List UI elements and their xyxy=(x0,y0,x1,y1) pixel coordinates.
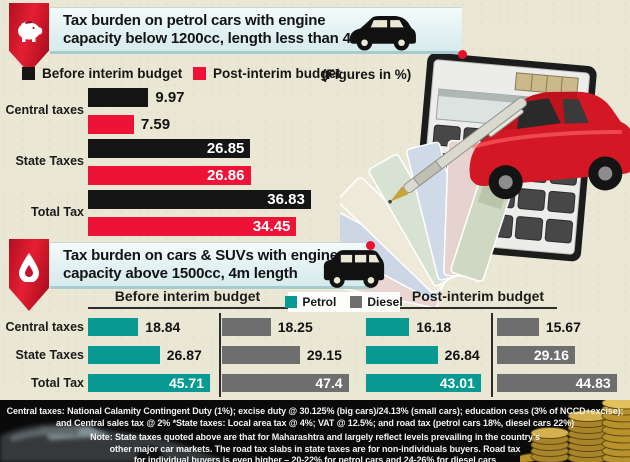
before-interim-heading: Before interim budget xyxy=(114,288,261,304)
bar-value-label: 29.16 xyxy=(533,347,569,363)
hatchback-car-icon xyxy=(349,16,416,51)
gold-coins-icon xyxy=(520,400,630,462)
legend-label-diesel: Diesel xyxy=(367,295,403,309)
bar-value-label: 47.4 xyxy=(315,375,343,391)
category-label: Total Tax xyxy=(30,205,84,219)
figures-in-percent-note: (Figures in %) xyxy=(322,67,412,82)
legend-swatch-diesel xyxy=(350,296,363,308)
bar-segment: 44.83 xyxy=(497,374,617,392)
bar-segment xyxy=(366,318,410,336)
bar-segment: 29.16 xyxy=(497,346,575,364)
footer-line-4: other major car markets. The road tax sl… xyxy=(109,443,521,454)
bar-value-label: 44.83 xyxy=(575,375,611,391)
pen-icon xyxy=(388,97,527,204)
section1-legend: Before interim budget Post-interim budge… xyxy=(0,66,462,84)
bar-value-label: 43.01 xyxy=(439,375,475,391)
section1-end-dot xyxy=(458,50,467,59)
bar-value-label: 26.85 xyxy=(206,140,245,157)
section2-ribbon xyxy=(9,239,49,311)
legend-label-petrol: Petrol xyxy=(302,295,337,309)
bar-value-label: 36.83 xyxy=(267,191,305,208)
bar-segment: 43.01 xyxy=(366,374,481,392)
section2-legend: Petrol Diesel xyxy=(285,292,403,312)
bar-value-label: 26.86 xyxy=(206,167,245,184)
section2-title-line2: capacity above 1500cc, 4m length xyxy=(63,265,298,282)
section2-header: Tax burden on cars & SUVs with engine ca… xyxy=(50,242,372,289)
bar-segment: 36.83 xyxy=(88,190,311,209)
bar-segment: 26.86 xyxy=(88,166,251,185)
category-label: Central taxes xyxy=(5,103,84,117)
legend-label-post: Post-interim budget xyxy=(213,66,341,81)
suv-car-icon xyxy=(323,250,385,288)
category-label: Total Tax xyxy=(30,376,84,390)
bar-segment xyxy=(88,318,139,336)
post-heading-rule xyxy=(400,307,557,309)
legend-post-interim: Post-interim budget xyxy=(193,66,341,81)
post-interim-heading: Post-interim budget xyxy=(411,288,545,304)
bar-value-label: 34.45 xyxy=(252,218,291,235)
footer-line-5: for individual buyers is even higher – 2… xyxy=(133,455,497,462)
section1-title-line2: capacity below 1200cc, length less than … xyxy=(63,30,364,47)
footer-line-1: Central taxes: National Calamity Conting… xyxy=(6,406,624,416)
bar-value-label: 18.25 xyxy=(277,319,313,335)
footer-line-2: and Central sales tax @ 2% *State taxes:… xyxy=(55,417,574,428)
piggy-bank-icon xyxy=(17,21,42,42)
footer-line-3: Note: State taxes quoted above are that … xyxy=(90,432,540,442)
bar-value-label: 45.71 xyxy=(168,375,204,391)
bar-value-label: 18.84 xyxy=(145,319,181,335)
section1-ribbon xyxy=(9,3,49,73)
before-heading-rule xyxy=(88,307,288,309)
legend-swatch-petrol xyxy=(285,296,298,308)
legend-petrol: Petrol xyxy=(285,295,336,309)
bar-value-label: 26.87 xyxy=(166,347,202,363)
bar-value-label: 7.59 xyxy=(140,116,171,133)
bar-segment: 34.45 xyxy=(88,217,297,236)
bar-segment: 26.85 xyxy=(88,139,251,158)
bar-value-label: 9.97 xyxy=(155,89,185,106)
category-label: Central taxes xyxy=(5,320,84,334)
bar-segment xyxy=(222,346,300,364)
legend-diesel: Diesel xyxy=(350,295,403,309)
section2-title-line1: Tax burden on cars & SUVs with engine xyxy=(63,247,338,264)
bar-segment xyxy=(366,346,438,364)
legend-label-before: Before interim budget xyxy=(42,66,183,81)
bar-value-label: 16.18 xyxy=(416,319,452,335)
bar-value-label: 15.67 xyxy=(545,319,581,335)
bar-segment xyxy=(497,318,539,336)
bar-segment: 45.71 xyxy=(88,374,210,392)
bar-segment xyxy=(88,88,149,107)
legend-swatch-post xyxy=(193,67,206,80)
calculator-money-car-photo xyxy=(340,52,630,309)
before-group-divider xyxy=(219,313,221,397)
bar-segment: 47.4 xyxy=(222,374,349,392)
blurred-car-photo-icon xyxy=(0,423,230,462)
bar-value-label: 29.15 xyxy=(306,347,342,363)
bar-segment xyxy=(222,318,271,336)
bar-value-label: 26.84 xyxy=(444,347,480,363)
category-label: State Taxes xyxy=(15,154,84,168)
section1-title-line1: Tax burden on petrol cars with engine xyxy=(63,12,326,29)
bar-segment xyxy=(88,115,134,134)
category-label: State Taxes xyxy=(15,348,84,362)
legend-before-interim: Before interim budget xyxy=(22,66,182,81)
section2-end-dot xyxy=(366,241,375,250)
legend-swatch-before xyxy=(22,67,35,80)
fuel-drop-icon xyxy=(19,253,39,282)
section1-header: Tax burden on petrol cars with engine ca… xyxy=(50,7,462,54)
bar-segment xyxy=(88,346,160,364)
footer-note-band: Central taxes: National Calamity Conting… xyxy=(0,400,630,462)
post-group-divider xyxy=(491,313,493,397)
footer-text: Central taxes: National Calamity Conting… xyxy=(0,400,630,462)
